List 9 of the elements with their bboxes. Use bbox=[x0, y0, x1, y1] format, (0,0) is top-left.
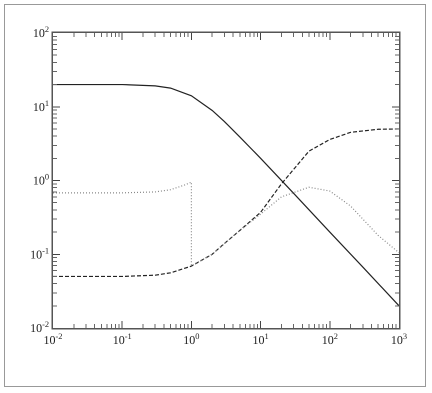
x-tick-label: 10$^{0}$ bbox=[183, 332, 200, 347]
x-tick-label: 10$^{2}$ bbox=[322, 332, 338, 347]
x-tick-label: 10$^{-1}$ bbox=[112, 332, 132, 347]
y-tick-label: 10$^{2}$ bbox=[32, 25, 50, 40]
x-tick-label: 10$^{1}$ bbox=[252, 332, 269, 347]
y-tick-label: 10$^{-1}$ bbox=[30, 246, 50, 262]
y-tick-label: 10$^{1}$ bbox=[32, 98, 50, 114]
x-tick-label: 10$^{3}$ bbox=[390, 332, 408, 347]
y-tick-label: 10$^{0}$ bbox=[32, 172, 50, 188]
